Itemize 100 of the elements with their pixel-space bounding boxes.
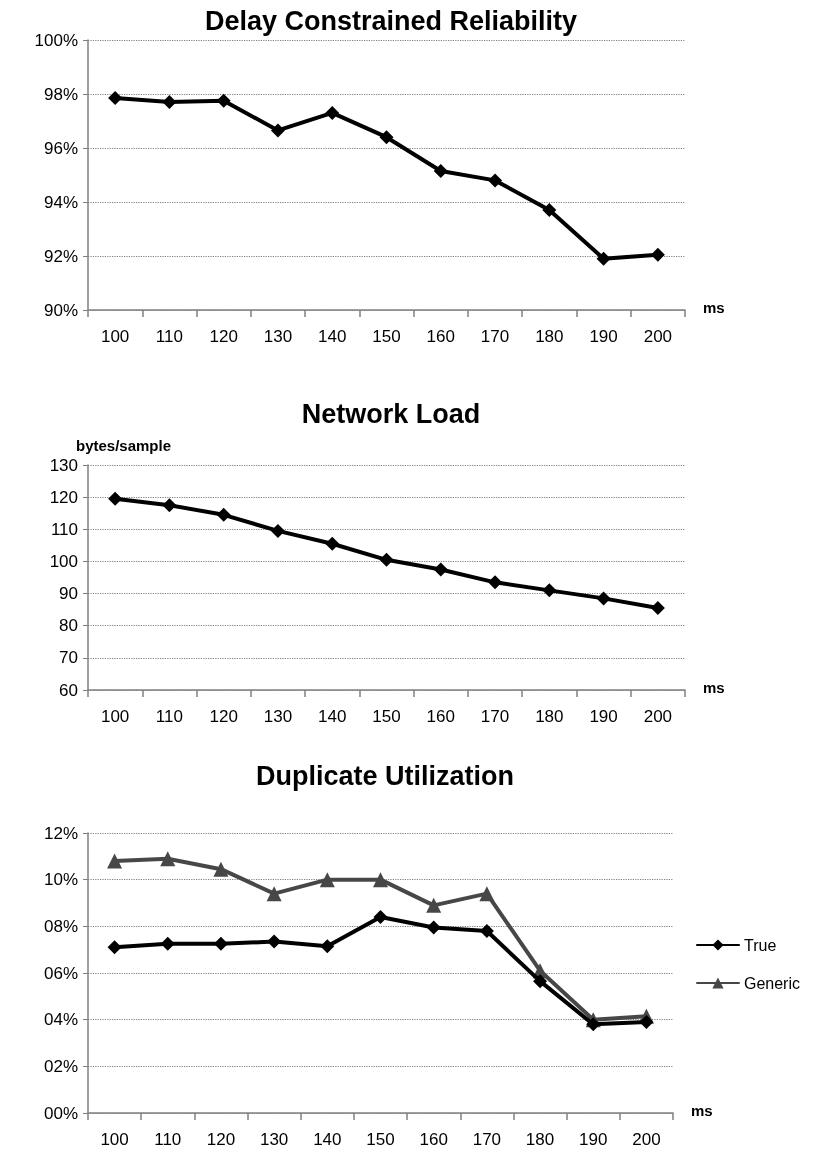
x-tick-label: 100 bbox=[100, 707, 130, 726]
point bbox=[373, 872, 388, 888]
x-tick-label: 200 bbox=[632, 1130, 661, 1149]
chart-title: Duplicate Utilization bbox=[255, 760, 515, 791]
x-tick-label: 150 bbox=[366, 1130, 395, 1149]
y-tick-label: 130 bbox=[49, 455, 78, 475]
y-tick-label: 98% bbox=[43, 84, 78, 104]
x-tick-label: 100 bbox=[100, 1130, 129, 1149]
x-tick-label: 100 bbox=[100, 327, 130, 346]
point bbox=[213, 861, 229, 877]
y-tick-label: 02% bbox=[43, 1056, 78, 1076]
x-tick-label: 110 bbox=[155, 327, 183, 346]
point bbox=[325, 536, 340, 551]
point bbox=[160, 851, 176, 867]
y-tick-label: 96% bbox=[43, 138, 78, 158]
point bbox=[542, 203, 557, 218]
point bbox=[108, 491, 123, 506]
y-tick-label: 04% bbox=[43, 1010, 78, 1030]
point bbox=[433, 163, 448, 178]
y-tick-label: 100% bbox=[34, 30, 78, 50]
x-tick-label: 130 bbox=[263, 327, 293, 346]
x-tick-label: 140 bbox=[318, 707, 347, 726]
x-tick-label: 180 bbox=[525, 1130, 555, 1149]
y-tick-label: 60 bbox=[59, 680, 78, 700]
point bbox=[433, 562, 448, 577]
point bbox=[379, 552, 394, 567]
x-axis-title: ms bbox=[691, 1102, 713, 1119]
point bbox=[650, 247, 665, 262]
point bbox=[160, 936, 175, 951]
x-tick-label: 200 bbox=[643, 327, 673, 346]
chart-title: Delay Constrained Reliability bbox=[204, 5, 578, 36]
x-tick-label: 180 bbox=[535, 327, 564, 346]
point bbox=[586, 1017, 601, 1032]
y-tick-label: 10% bbox=[43, 870, 78, 890]
x-tick-label: 150 bbox=[372, 707, 401, 726]
y-tick-label: 12% bbox=[43, 823, 78, 843]
x-tick-label: 110 bbox=[155, 707, 183, 726]
point bbox=[266, 886, 282, 902]
y-tick-label: 110 bbox=[50, 519, 78, 539]
y-tick-label: 94% bbox=[43, 192, 78, 212]
point bbox=[108, 91, 123, 106]
point bbox=[267, 934, 282, 949]
point bbox=[216, 507, 231, 522]
x-tick-label: 150 bbox=[372, 327, 401, 346]
y-tick-label: 90 bbox=[59, 584, 78, 604]
y-tick-label: 92% bbox=[43, 246, 78, 266]
x-tick-label: 190 bbox=[589, 707, 618, 726]
x-tick-label: 160 bbox=[426, 327, 455, 346]
x-tick-label: 120 bbox=[206, 1130, 236, 1149]
point bbox=[488, 173, 503, 188]
point bbox=[479, 924, 494, 938]
y-tick-label: 06% bbox=[43, 963, 78, 983]
x-tick-label: 140 bbox=[313, 1130, 342, 1149]
y-axis-title: bytes/sample bbox=[76, 437, 172, 454]
y-tick-label: 70 bbox=[59, 648, 78, 668]
point bbox=[542, 583, 557, 598]
point bbox=[213, 936, 228, 951]
x-tick-label: 170 bbox=[480, 327, 510, 346]
x-tick-label: 170 bbox=[480, 707, 510, 726]
point bbox=[639, 1015, 654, 1029]
y-tick-label: 08% bbox=[43, 916, 78, 936]
y-tick-label: 90% bbox=[43, 300, 78, 320]
point bbox=[479, 886, 495, 902]
point bbox=[596, 591, 611, 606]
point bbox=[107, 853, 123, 869]
point bbox=[533, 974, 548, 989]
legend-label: True bbox=[743, 936, 777, 954]
x-tick-label: 160 bbox=[426, 707, 455, 726]
x-tick-label: 170 bbox=[472, 1130, 502, 1149]
chart-title: Network Load bbox=[301, 398, 481, 429]
x-tick-label: 110 bbox=[154, 1130, 182, 1149]
point bbox=[319, 872, 335, 888]
y-tick-label: 80 bbox=[59, 616, 78, 636]
point bbox=[488, 575, 503, 590]
x-tick-label: 130 bbox=[263, 707, 293, 726]
point bbox=[270, 523, 285, 538]
point bbox=[270, 123, 285, 138]
y-tick-label: 00% bbox=[43, 1103, 78, 1123]
point bbox=[216, 93, 231, 108]
point bbox=[325, 105, 340, 120]
x-tick-label: 130 bbox=[259, 1130, 289, 1149]
point bbox=[596, 251, 611, 266]
point bbox=[379, 130, 394, 145]
point bbox=[373, 910, 388, 924]
point bbox=[107, 940, 122, 955]
x-tick-label: 200 bbox=[643, 707, 673, 726]
point bbox=[426, 897, 442, 913]
x-tick-label: 120 bbox=[209, 327, 238, 346]
x-tick-label: 140 bbox=[318, 327, 347, 346]
point bbox=[320, 939, 335, 954]
x-tick-label: 120 bbox=[209, 707, 238, 726]
x-tick-label: 190 bbox=[579, 1130, 608, 1149]
x-tick-label: 160 bbox=[419, 1130, 448, 1149]
x-axis-title: ms bbox=[703, 299, 725, 316]
x-tick-label: 180 bbox=[535, 707, 564, 726]
point bbox=[650, 601, 665, 616]
point bbox=[162, 498, 177, 513]
point bbox=[162, 95, 177, 110]
point bbox=[426, 920, 441, 935]
x-axis-title: ms bbox=[703, 679, 725, 696]
